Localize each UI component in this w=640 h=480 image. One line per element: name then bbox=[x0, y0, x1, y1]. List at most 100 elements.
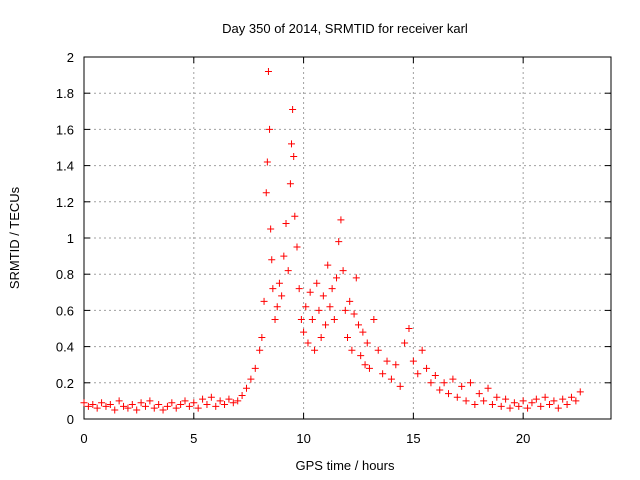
data-point bbox=[458, 382, 466, 390]
data-point bbox=[524, 404, 532, 412]
y-axis-label: SRMTID / TECUs bbox=[7, 186, 22, 289]
data-point bbox=[346, 297, 354, 305]
data-point bbox=[295, 285, 303, 293]
chart-title: Day 350 of 2014, SRMTID for receiver kar… bbox=[222, 21, 468, 36]
data-point bbox=[497, 402, 505, 410]
data-point bbox=[519, 397, 527, 405]
data-point bbox=[155, 401, 163, 409]
x-axis-label: GPS time / hours bbox=[296, 458, 395, 473]
y-tick-label: 0.4 bbox=[56, 340, 74, 355]
data-point bbox=[234, 397, 242, 405]
data-point bbox=[163, 402, 171, 410]
data-point bbox=[106, 401, 114, 409]
data-point bbox=[350, 310, 358, 318]
y-tick-label: 2 bbox=[67, 50, 74, 65]
data-point bbox=[300, 328, 308, 336]
data-point bbox=[282, 220, 290, 228]
data-point bbox=[379, 370, 387, 378]
data-point bbox=[84, 402, 92, 410]
data-point bbox=[133, 406, 141, 414]
data-point bbox=[141, 402, 149, 410]
data-point bbox=[194, 404, 202, 412]
data-point bbox=[502, 395, 510, 403]
data-point bbox=[128, 401, 136, 409]
axis-ticks: 00.20.40.60.811.21.41.61.820 5 10 15 20 bbox=[56, 50, 611, 446]
data-point bbox=[311, 346, 319, 354]
data-point bbox=[330, 315, 338, 323]
data-point bbox=[471, 401, 479, 409]
data-point bbox=[177, 401, 185, 409]
data-point bbox=[267, 225, 275, 233]
data-point bbox=[414, 370, 422, 378]
plot-frame bbox=[83, 56, 612, 420]
y-tick-label: 1.2 bbox=[56, 195, 74, 210]
data-point bbox=[278, 292, 286, 300]
x-tick-label: 0 bbox=[80, 431, 87, 446]
y-tick-label: 0 bbox=[67, 412, 74, 427]
data-point bbox=[288, 140, 296, 148]
data-point bbox=[262, 189, 270, 197]
data-point bbox=[302, 303, 310, 311]
data-point bbox=[263, 158, 271, 166]
y-tick-label: 0.2 bbox=[56, 376, 74, 391]
data-point bbox=[532, 395, 540, 403]
data-point bbox=[280, 252, 288, 260]
y-tick-label: 1.6 bbox=[56, 122, 74, 137]
data-point bbox=[423, 364, 431, 372]
data-point bbox=[572, 397, 580, 405]
data-point bbox=[216, 397, 224, 405]
data-point bbox=[401, 339, 409, 347]
data-point bbox=[326, 303, 334, 311]
data-point bbox=[445, 390, 453, 398]
data-point bbox=[251, 364, 259, 372]
data-point bbox=[137, 399, 145, 407]
data-point bbox=[537, 402, 545, 410]
data-point bbox=[387, 375, 395, 383]
data-point bbox=[510, 399, 518, 407]
data-point bbox=[440, 379, 448, 387]
data-point bbox=[115, 397, 123, 405]
data-point bbox=[172, 404, 180, 412]
data-point bbox=[268, 256, 276, 264]
data-point bbox=[449, 375, 457, 383]
data-points bbox=[80, 67, 584, 414]
data-point bbox=[313, 279, 321, 287]
data-point bbox=[359, 328, 367, 336]
data-point bbox=[275, 279, 283, 287]
data-point bbox=[341, 306, 349, 314]
data-point bbox=[225, 395, 233, 403]
data-point bbox=[271, 315, 279, 323]
data-point bbox=[357, 352, 365, 360]
x-tick-label: 20 bbox=[516, 431, 530, 446]
data-point bbox=[207, 393, 215, 401]
data-point bbox=[221, 401, 229, 409]
data-point bbox=[102, 402, 110, 410]
data-point bbox=[308, 315, 316, 323]
data-point bbox=[339, 267, 347, 275]
data-point bbox=[322, 321, 330, 329]
data-point bbox=[181, 397, 189, 405]
data-point bbox=[352, 274, 360, 282]
data-point bbox=[120, 402, 128, 410]
data-point bbox=[212, 402, 220, 410]
data-point bbox=[348, 346, 356, 354]
data-point bbox=[466, 379, 474, 387]
data-point bbox=[550, 397, 558, 405]
data-point bbox=[247, 375, 255, 383]
data-point bbox=[328, 285, 336, 293]
data-point bbox=[317, 334, 325, 342]
data-point bbox=[260, 297, 268, 305]
data-point bbox=[361, 361, 369, 369]
data-point bbox=[333, 274, 341, 282]
data-point bbox=[488, 401, 496, 409]
data-point bbox=[256, 346, 264, 354]
data-point bbox=[383, 357, 391, 365]
data-point bbox=[541, 393, 549, 401]
data-point bbox=[396, 382, 404, 390]
data-point bbox=[315, 306, 323, 314]
x-tick-label: 5 bbox=[190, 431, 197, 446]
data-point bbox=[264, 67, 272, 75]
data-point bbox=[293, 243, 301, 251]
data-point bbox=[291, 212, 299, 220]
